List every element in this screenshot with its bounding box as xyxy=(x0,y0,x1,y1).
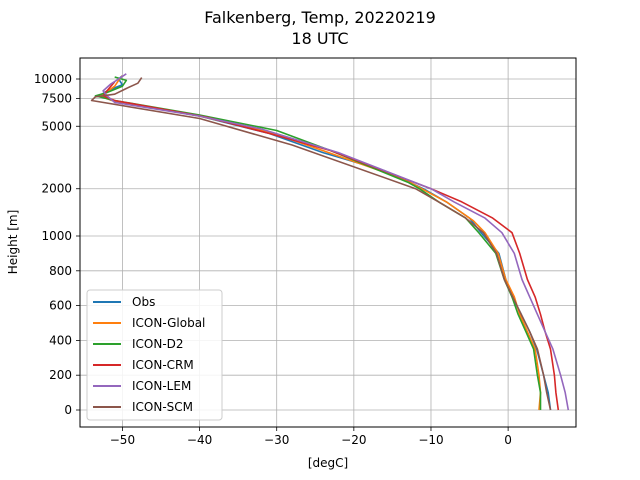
y-tick-label: 7500 xyxy=(41,92,72,106)
legend-label: ICON-D2 xyxy=(132,337,184,351)
y-tick-label: 800 xyxy=(49,264,72,278)
y-tick-label: 200 xyxy=(49,368,72,382)
x-axis-label: [degC] xyxy=(308,456,348,470)
legend-label: Obs xyxy=(132,295,155,309)
chart-title: Falkenberg, Temp, 20220219 xyxy=(204,8,436,27)
x-tick-label: −10 xyxy=(418,433,443,447)
series-line-icon-scm xyxy=(90,77,552,411)
y-axis-ticks: 0 200 400 600 800 1000 2000 5000 7500 10000 xyxy=(34,72,80,417)
series-line-icon-lem xyxy=(102,73,570,411)
y-tick-label: 0 xyxy=(64,403,72,417)
legend-label: ICON-CRM xyxy=(132,358,194,372)
legend: Obs ICON-Global ICON-D2 ICON-CRM ICON-LEM ICO… xyxy=(86,289,223,421)
plot-frame xyxy=(79,57,577,428)
chart-subtitle: 18 UTC xyxy=(291,29,348,48)
x-axis-ticks: −50 −40 −30 −20 −10 0 xyxy=(110,427,512,447)
x-tick-label: 0 xyxy=(504,433,512,447)
y-tick-label: 400 xyxy=(49,333,72,347)
series-lines xyxy=(90,73,570,411)
y-tick-label: 600 xyxy=(49,299,72,313)
legend-label: ICON-LEM xyxy=(132,379,191,393)
x-tick-label: −30 xyxy=(264,433,289,447)
y-axis-label: Height [m] xyxy=(6,210,20,275)
series-line-icon-crm xyxy=(102,81,560,411)
legend-label: ICON-SCM xyxy=(132,400,193,414)
y-tick-label: 10000 xyxy=(34,72,72,86)
x-tick-label: −20 xyxy=(341,433,366,447)
x-tick-label: −40 xyxy=(187,433,212,447)
x-tick-label: −50 xyxy=(110,433,135,447)
y-tick-label: 5000 xyxy=(41,119,72,133)
y-tick-label: 2000 xyxy=(41,182,72,196)
legend-label: ICON-Global xyxy=(132,316,205,330)
y-tick-label: 1000 xyxy=(41,229,72,243)
